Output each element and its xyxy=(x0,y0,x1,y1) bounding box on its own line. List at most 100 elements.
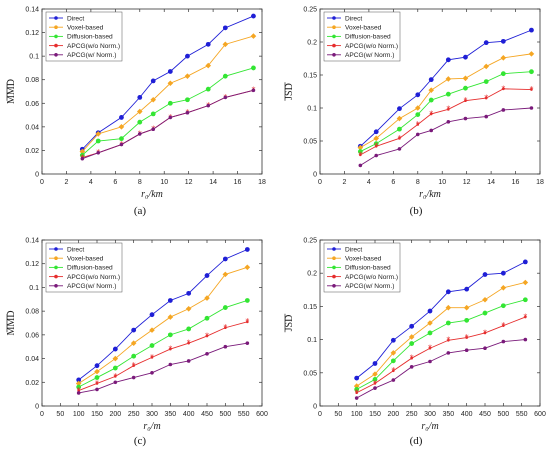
legend-marker xyxy=(332,43,336,48)
series-line-2 xyxy=(356,282,526,387)
y-tick-label: 0.2 xyxy=(307,40,317,47)
x-tick-label: 4 xyxy=(367,179,371,186)
data-point xyxy=(415,132,420,137)
data-point xyxy=(500,38,506,44)
x-tick-label: 150 xyxy=(369,411,381,418)
y-axis-label: JSD xyxy=(284,315,295,332)
data-point xyxy=(464,286,470,292)
legend-entry: APCG(w/ Norm.) xyxy=(345,283,394,290)
data-point xyxy=(445,289,451,295)
data-point-core xyxy=(483,331,487,335)
data-point-core xyxy=(416,123,420,126)
data-point xyxy=(397,147,402,151)
data-point xyxy=(119,115,124,120)
data-point xyxy=(204,315,210,321)
data-point xyxy=(205,62,212,69)
data-point xyxy=(484,114,489,119)
data-point xyxy=(390,358,396,364)
series-line-5 xyxy=(356,339,526,399)
data-point xyxy=(357,144,364,151)
data-point xyxy=(250,33,257,39)
y-tick-label: 0.04 xyxy=(25,356,39,363)
data-point xyxy=(372,371,378,377)
data-point xyxy=(251,88,256,93)
data-point xyxy=(119,142,124,147)
data-point xyxy=(80,156,85,161)
x-tick-label: 600 xyxy=(256,411,268,418)
data-point xyxy=(353,383,360,389)
data-point xyxy=(167,80,174,87)
data-point xyxy=(168,115,173,120)
y-tick-label: 0.14 xyxy=(25,238,39,245)
x-tick-label: 6 xyxy=(391,179,395,186)
data-point xyxy=(184,73,191,79)
data-point xyxy=(428,77,434,83)
data-point xyxy=(390,350,397,356)
data-point xyxy=(463,116,468,121)
data-point xyxy=(463,85,468,91)
series-line-4 xyxy=(78,321,248,392)
data-point-core xyxy=(392,369,395,373)
series-line-3 xyxy=(356,299,526,390)
chart-panel-4: 0 50 100 150 200 250 300 350 400 450 500 550 600 0 0.0… xyxy=(284,238,546,448)
series-line-3 xyxy=(82,67,254,156)
legend-marker xyxy=(332,34,336,39)
data-point xyxy=(529,27,534,33)
data-point xyxy=(185,97,190,103)
x-tick-label: 0 xyxy=(318,179,322,186)
x-tick-label: 12 xyxy=(463,179,471,186)
legend-marker xyxy=(54,274,58,279)
data-point xyxy=(222,305,228,310)
series-line-4 xyxy=(356,316,526,394)
x-tick-label: 2 xyxy=(64,179,68,186)
data-point-core xyxy=(502,87,505,91)
legend-marker xyxy=(332,274,336,279)
x-tick-label: 50 xyxy=(334,411,342,418)
data-point xyxy=(445,91,451,97)
data-point xyxy=(500,71,506,77)
data-point xyxy=(222,73,228,79)
series-line-3 xyxy=(360,71,532,152)
data-point xyxy=(464,348,469,353)
legend-marker xyxy=(332,256,336,261)
x-axis-label: r₀/m xyxy=(143,421,160,432)
data-point-core xyxy=(465,336,468,339)
data-point-core xyxy=(359,153,362,157)
data-point xyxy=(79,152,85,158)
data-point xyxy=(204,273,210,278)
data-point xyxy=(500,303,506,309)
data-point xyxy=(186,326,192,332)
legend-entry: APCG(w/o Norm.) xyxy=(345,43,398,50)
data-point xyxy=(112,365,118,371)
x-tick-label: 12 xyxy=(185,179,193,186)
data-point xyxy=(522,279,529,286)
data-point xyxy=(501,339,506,344)
data-point xyxy=(96,150,101,155)
data-point xyxy=(523,337,528,342)
y-tick-label: 0.15 xyxy=(303,73,317,80)
data-point xyxy=(167,298,173,303)
data-point xyxy=(483,346,487,351)
legend-entry: Voxel-based xyxy=(67,256,104,263)
legend-entry: Direct xyxy=(345,15,362,22)
x-tick-label: 0 xyxy=(40,179,44,186)
data-point-core xyxy=(205,334,209,338)
y-tick-label: 0.06 xyxy=(25,332,39,339)
data-point xyxy=(137,132,142,136)
data-point xyxy=(167,69,173,74)
data-point xyxy=(137,119,143,125)
x-tick-label: 400 xyxy=(183,411,195,418)
data-point xyxy=(185,53,190,59)
legend-entry: Diffusion-based xyxy=(345,34,391,41)
data-point xyxy=(130,340,137,346)
x-tick-label: 100 xyxy=(73,411,85,418)
data-point xyxy=(251,65,256,71)
legend-marker xyxy=(54,25,58,30)
data-point xyxy=(446,120,451,124)
y-axis-label: MMD xyxy=(6,79,17,104)
x-tick-label: 10 xyxy=(438,179,446,186)
data-point xyxy=(95,138,101,144)
plot-frame xyxy=(319,8,541,175)
data-point xyxy=(357,149,363,154)
